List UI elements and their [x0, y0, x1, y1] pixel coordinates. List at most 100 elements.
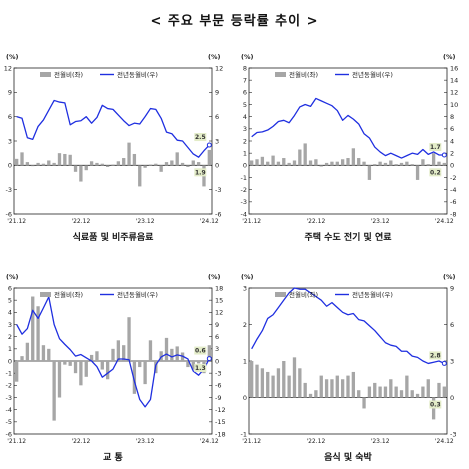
y-right-tick-label: -6	[450, 198, 456, 206]
bar-monthly-change	[250, 160, 254, 166]
y-right-tick-label: 16	[450, 64, 458, 72]
legend-line-label: 전년동월비(우)	[352, 290, 393, 299]
bar-monthly-change	[437, 161, 441, 166]
bar-monthly-change	[340, 159, 345, 166]
bar-monthly-change	[52, 162, 56, 166]
bar-monthly-change	[105, 165, 110, 167]
y-left-tick-label: 2	[243, 137, 247, 145]
end-label-yoy: 0.6	[195, 348, 206, 355]
x-tick-label: '24.12	[200, 218, 219, 225]
bar-monthly-change	[367, 386, 372, 398]
bar-monthly-change	[84, 361, 88, 377]
legend-bar-swatch	[275, 292, 286, 297]
bar-monthly-change	[143, 361, 147, 385]
bar-monthly-change	[298, 149, 302, 166]
y-right-tick-label: 6	[215, 113, 219, 121]
bar-monthly-change	[122, 345, 126, 361]
bar-monthly-change	[421, 386, 425, 398]
bar-monthly-change	[335, 375, 339, 398]
bar-monthly-change	[319, 375, 323, 398]
bar-monthly-change	[63, 361, 67, 365]
bar-monthly-change	[410, 164, 414, 166]
bar-monthly-change	[260, 156, 265, 166]
bar-monthly-change	[31, 165, 35, 167]
bar-monthly-change	[373, 382, 377, 398]
y-right-tick-label: 0	[215, 357, 219, 365]
legend-bar-swatch	[40, 292, 51, 297]
line-end-marker	[441, 360, 447, 366]
y-left-tick-label: 0	[8, 162, 12, 170]
bar-monthly-change	[426, 164, 430, 166]
end-label-mom: 1.9	[195, 169, 206, 176]
bar-monthly-change	[421, 159, 425, 166]
line-yoy-change	[251, 287, 445, 365]
chart-food-beverage: (%) (%) -6 -3 0 3 6 9 12 -6 -3 0 3 6 9 12 '21.12 '22.12 '2…	[4, 53, 224, 243]
y-right-tick-label: -18	[215, 430, 226, 438]
bar-monthly-change	[437, 382, 441, 398]
end-label-yoy: 2.5	[195, 134, 206, 141]
bar-monthly-change	[255, 364, 259, 398]
y-left-tick-label: 0	[8, 357, 12, 365]
legend-line-label: 전년동월비(우)	[117, 290, 158, 299]
y-right-tick-label: 3	[215, 137, 219, 145]
y-right-tick-label: -6	[215, 382, 221, 390]
legend-line-label: 전년동월비(우)	[117, 70, 158, 79]
bar-monthly-change	[351, 148, 356, 166]
bar-monthly-change	[111, 164, 115, 166]
bar-monthly-change	[47, 348, 51, 361]
bar-monthly-change	[41, 163, 46, 166]
bar-monthly-change	[196, 162, 201, 166]
plot-frame	[248, 287, 448, 435]
y-left-tick-label: 12	[4, 64, 12, 72]
bar-monthly-change	[57, 153, 62, 166]
y-left-tick-label: -4	[6, 406, 12, 414]
y-right-tick-label: -2	[450, 174, 456, 182]
end-label-yoy-bg	[429, 142, 442, 151]
bar-monthly-change	[175, 346, 179, 361]
y-left-unit: (%)	[6, 273, 18, 281]
x-tick-label: '22.12	[306, 438, 325, 445]
y-right-tick-label: 6	[450, 321, 454, 329]
y-right-tick-label: -3	[215, 186, 221, 194]
y-left-tick-label: 0	[243, 162, 247, 170]
x-tick-label: '21.12	[7, 438, 26, 445]
bar-monthly-change	[362, 161, 366, 166]
bar-monthly-change	[95, 162, 99, 166]
bar-monthly-change	[68, 361, 72, 366]
bar-monthly-change	[116, 340, 121, 361]
bar-monthly-change	[426, 379, 430, 398]
bar-monthly-change	[351, 371, 356, 398]
end-label-mom-bg	[429, 400, 442, 409]
bar-monthly-change	[170, 348, 174, 361]
bar-monthly-change	[132, 361, 137, 394]
bar-monthly-change	[335, 161, 339, 166]
x-tick-label: '22.12	[71, 218, 90, 225]
bar-monthly-change	[36, 306, 40, 361]
bar-monthly-change	[394, 386, 398, 398]
y-left-unit: (%)	[241, 273, 253, 281]
bar-monthly-change	[207, 345, 211, 361]
y-left-tick-label: -2	[241, 186, 247, 194]
y-left-tick-label: -3	[6, 394, 12, 402]
bar-monthly-change	[52, 361, 56, 421]
bar-monthly-change	[340, 379, 345, 398]
y-right-tick-label: 2	[450, 149, 454, 157]
bar-monthly-change	[266, 371, 270, 398]
y-left-tick-label: 1	[243, 357, 247, 365]
y-left-tick-label: -3	[6, 186, 12, 194]
end-label-yoy-bg	[194, 133, 207, 142]
y-right-tick-label: 10	[450, 101, 458, 109]
bar-monthly-change	[116, 161, 121, 166]
y-right-tick-label: 3	[450, 357, 454, 365]
y-left-tick-label: -3	[241, 198, 247, 206]
bar-monthly-change	[287, 162, 291, 166]
y-left-tick-label: -1	[241, 430, 247, 438]
y-right-tick-label: -6	[215, 210, 221, 218]
x-tick-label: '22.12	[71, 438, 90, 445]
bar-monthly-change	[346, 158, 350, 166]
y-left-tick-label: 4	[243, 113, 247, 121]
x-tick-label: '23.12	[371, 218, 390, 225]
bar-monthly-change	[405, 161, 409, 166]
bar-monthly-change	[367, 165, 372, 180]
bar-monthly-change	[207, 149, 211, 166]
